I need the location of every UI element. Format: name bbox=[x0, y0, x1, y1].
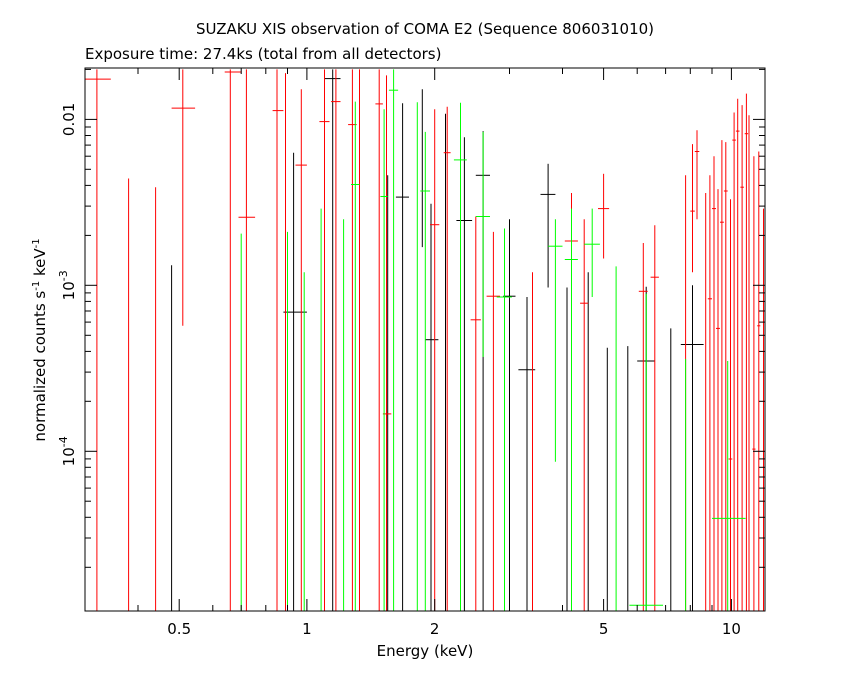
y-tick-label: 10-4 bbox=[57, 436, 78, 466]
y-tick-label-base: 10 bbox=[60, 447, 78, 466]
data-point bbox=[707, 175, 712, 611]
data-point bbox=[443, 106, 451, 611]
data-point bbox=[720, 140, 724, 611]
data-point bbox=[690, 144, 695, 273]
x-tick-label: 0.5 bbox=[167, 620, 191, 638]
data-point bbox=[456, 137, 473, 611]
data-point bbox=[430, 109, 440, 611]
data-point bbox=[85, 69, 111, 611]
data-point bbox=[331, 69, 341, 611]
plot-frame bbox=[84, 67, 766, 612]
series-3 bbox=[240, 69, 746, 611]
y-tick-label-exponent: -3 bbox=[57, 270, 70, 281]
y-tick-label: 0.01 bbox=[60, 103, 78, 136]
data-point bbox=[470, 216, 481, 611]
data-point bbox=[712, 361, 746, 611]
data-marks bbox=[85, 69, 764, 611]
data-point bbox=[564, 208, 578, 611]
data-point bbox=[629, 293, 663, 611]
axis-tick-labels: 0.5 1 2 5 1010-410-30.01 bbox=[57, 103, 741, 638]
data-point bbox=[272, 69, 284, 611]
data-point bbox=[712, 156, 716, 611]
data-point bbox=[744, 93, 749, 611]
y-axis-label-mid: keV bbox=[31, 248, 49, 281]
data-point bbox=[496, 228, 512, 611]
data-point bbox=[380, 109, 388, 611]
data-point bbox=[723, 142, 728, 611]
x-tick-label: 10 bbox=[722, 620, 741, 638]
data-point bbox=[351, 101, 360, 611]
data-point bbox=[540, 163, 556, 288]
data-point bbox=[752, 156, 756, 611]
data-point bbox=[680, 285, 704, 611]
data-point bbox=[324, 69, 341, 611]
data-point bbox=[757, 151, 761, 611]
data-point bbox=[716, 189, 720, 611]
data-point bbox=[732, 112, 736, 611]
data-point bbox=[375, 69, 383, 611]
y-axis-label-main: normalized counts s bbox=[31, 291, 49, 442]
data-point bbox=[395, 103, 409, 611]
data-point bbox=[740, 105, 744, 611]
y-axis-label-sup-1: -1 bbox=[31, 281, 42, 291]
data-point bbox=[694, 130, 700, 220]
chart-title: SUZAKU XIS observation of COMA E2 (Seque… bbox=[195, 20, 655, 38]
y-tick-label: 10-3 bbox=[57, 270, 78, 300]
y-tick-label-base: 0.01 bbox=[60, 103, 78, 136]
data-point bbox=[548, 219, 563, 462]
data-point bbox=[425, 203, 439, 611]
data-point bbox=[475, 131, 490, 357]
data-point bbox=[283, 152, 307, 611]
x-tick-label: 2 bbox=[430, 620, 440, 638]
data-point bbox=[735, 98, 740, 611]
data-point bbox=[295, 89, 307, 611]
y-tick-label-base: 10 bbox=[60, 281, 78, 300]
data-point bbox=[238, 69, 256, 611]
y-axis-label-sup-2: -1 bbox=[31, 238, 42, 248]
data-point bbox=[224, 69, 242, 611]
data-point bbox=[580, 219, 589, 611]
data-point bbox=[650, 225, 659, 611]
data-point bbox=[584, 208, 600, 297]
x-tick-label: 1 bbox=[302, 620, 312, 638]
data-point bbox=[171, 69, 196, 326]
series-1 bbox=[171, 69, 704, 611]
series-2 bbox=[85, 69, 764, 611]
data-point bbox=[453, 102, 467, 611]
y-axis-label: normalized counts s-1 keV-1 bbox=[31, 238, 49, 441]
data-point bbox=[728, 199, 733, 611]
y-tick-label-exponent: -4 bbox=[57, 436, 70, 447]
axis-ticks bbox=[84, 68, 765, 611]
data-point bbox=[319, 69, 330, 611]
data-point bbox=[503, 219, 516, 611]
x-tick-label: 5 bbox=[599, 620, 609, 638]
data-point bbox=[486, 231, 500, 611]
chart-subtitle: Exposure time: 27.4ks (total from all de… bbox=[85, 45, 442, 63]
x-axis-label: Energy (keV) bbox=[377, 642, 474, 660]
data-point bbox=[598, 173, 610, 259]
data-point bbox=[420, 131, 430, 611]
data-point bbox=[388, 69, 399, 611]
data-point bbox=[638, 243, 648, 611]
